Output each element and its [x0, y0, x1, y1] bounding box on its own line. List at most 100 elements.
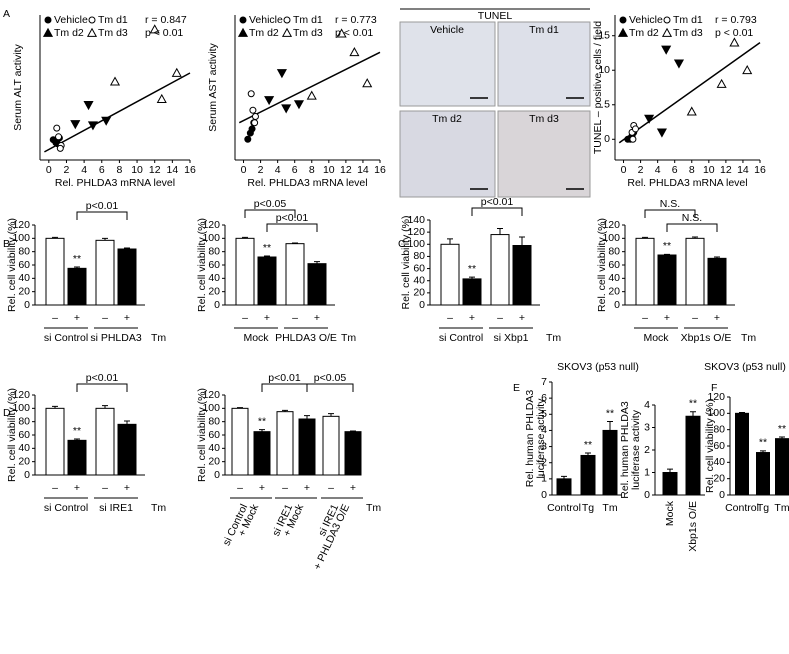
error-bar: [304, 415, 310, 419]
x-tick-label: 0: [241, 164, 247, 176]
x-axis-label: Tm: [741, 332, 756, 344]
legend-marker: [44, 16, 52, 24]
y-tick-label: 80: [18, 245, 30, 257]
y-tick-label: 60: [713, 440, 725, 452]
group-label: si Control: [44, 502, 88, 514]
point: [101, 116, 112, 126]
bar: [298, 418, 316, 476]
significance: **: [689, 398, 697, 410]
point: [716, 78, 727, 88]
y-tick-label: 0: [419, 299, 425, 311]
bar: [462, 278, 482, 306]
point: [251, 113, 259, 120]
bar: [307, 263, 327, 306]
point: [251, 119, 259, 127]
y-tick-label: 40: [208, 272, 220, 284]
y-axis-label: Rel. cell viability (%): [6, 218, 18, 312]
trendline: [44, 72, 191, 153]
x-tick-label: –: [447, 312, 453, 324]
bracket-label: p<0.05: [314, 372, 347, 384]
bracket: [666, 223, 718, 232]
error-bar: [692, 236, 698, 239]
y-tick-label: 120: [202, 219, 220, 231]
legend-label: Tm d1: [98, 14, 128, 26]
y-axis-label: Rel. cell viability (%): [400, 216, 412, 310]
x-tick-label: Tg: [757, 502, 769, 514]
point: [156, 93, 167, 103]
bar: [512, 245, 532, 306]
legend-marker: [88, 16, 96, 24]
bar: [95, 239, 115, 306]
group-label: PHLDA3 O/E: [275, 332, 337, 344]
error-bar: [497, 228, 503, 235]
point: [70, 120, 81, 130]
y-tick-label: 100: [12, 232, 30, 244]
x-tick-label: 4: [655, 164, 661, 176]
y-tick-label: 0: [24, 299, 30, 311]
bar: [440, 243, 460, 306]
y-tick-label: 20: [713, 472, 725, 484]
x-tick-label: Control: [725, 502, 759, 514]
error-bar: [259, 429, 265, 432]
annotation: r = 0.793: [715, 14, 757, 26]
significance: **: [606, 407, 614, 419]
y-tick-label: 60: [18, 429, 30, 441]
tunel-images: TUNEL Vehicle Tm d1 Tm d2 Tm d3: [399, 8, 591, 198]
y-axis-label: Rel. human PHLDA3: [619, 401, 631, 499]
point: [656, 128, 667, 138]
significance: **: [73, 425, 81, 437]
bracket: [306, 383, 354, 392]
trendline: [618, 42, 761, 144]
group-label: si IRE1: [99, 502, 133, 514]
x-tick-label: 6: [99, 164, 105, 176]
y-tick-label: 40: [18, 442, 30, 454]
x-tick-label: +: [519, 312, 525, 324]
point: [281, 104, 292, 114]
group-label: Mock: [243, 332, 269, 344]
error-bar: [714, 256, 720, 259]
x-tick-label: 12: [720, 164, 732, 176]
x-tick-label: +: [304, 482, 310, 494]
y-tick-label: 4: [541, 424, 547, 436]
bar: [775, 438, 789, 496]
point: [249, 106, 257, 114]
x-tick-label: +: [259, 482, 265, 494]
x-tick-label: –: [328, 482, 334, 494]
x-tick-label: +: [74, 312, 80, 324]
legend-label: Tm d2: [249, 27, 279, 39]
image: [497, 110, 591, 198]
legend-marker: [663, 16, 671, 24]
bracket: [76, 211, 128, 220]
y-tick-label: 60: [608, 259, 620, 271]
legend-label: Vehicle: [249, 14, 283, 26]
x-tick-label: 8: [689, 164, 695, 176]
error-bar: [519, 236, 525, 246]
y-tick-label: 0: [719, 489, 725, 501]
panel-label: E: [513, 382, 520, 394]
error-bar: [642, 236, 648, 239]
point: [264, 96, 275, 106]
point: [244, 135, 252, 143]
legend-label: Tm d1: [673, 14, 703, 26]
y-tick-label: 5: [541, 408, 547, 420]
group-label: Mock: [643, 332, 669, 344]
bar: [602, 429, 618, 496]
x-tick-label: +: [714, 312, 720, 324]
error-bar: [447, 238, 453, 245]
x-tick-label: 16: [754, 164, 766, 176]
x-tick-label: –: [52, 482, 58, 494]
bar: [580, 454, 596, 496]
point: [83, 101, 94, 111]
error-bar: [74, 266, 80, 269]
point: [644, 114, 655, 124]
x-tick-label: –: [102, 482, 108, 494]
point: [686, 106, 697, 116]
point: [171, 67, 182, 77]
image: [399, 21, 496, 107]
point: [149, 24, 160, 34]
x-tick-label: 2: [64, 164, 70, 176]
bar: [322, 415, 340, 476]
bracket: [244, 209, 296, 218]
significance: **: [759, 437, 767, 449]
